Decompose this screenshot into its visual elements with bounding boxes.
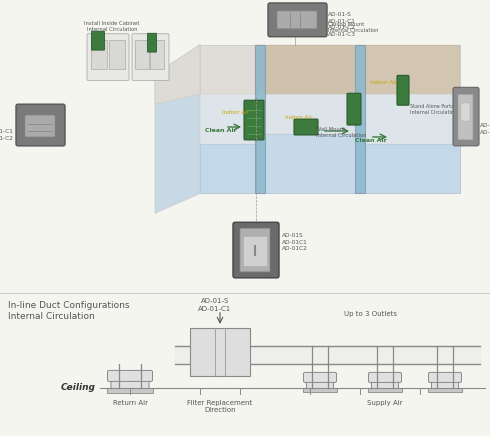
Text: AD-01-S
AD-01-C1: AD-01-S AD-01-C1 [198, 298, 232, 312]
Bar [109, 40, 125, 69]
FancyBboxPatch shape [307, 378, 334, 389]
Text: Ceiling Mount
Internal Circulation: Ceiling Mount Internal Circulation [328, 22, 378, 33]
Text: Up to 3 Outlets: Up to 3 Outlets [343, 311, 396, 317]
Text: Indoor Air: Indoor Air [370, 80, 397, 85]
FancyBboxPatch shape [371, 378, 398, 389]
FancyBboxPatch shape [244, 100, 264, 140]
Text: In-line Duct Configurations: In-line Duct Configurations [8, 301, 129, 310]
FancyBboxPatch shape [347, 93, 361, 125]
FancyBboxPatch shape [428, 372, 462, 382]
FancyBboxPatch shape [303, 372, 337, 382]
FancyBboxPatch shape [458, 94, 473, 140]
Text: Install Inside Cabinet
Internal Circulation: Install Inside Cabinet Internal Circulat… [84, 20, 140, 32]
Polygon shape [200, 44, 460, 94]
Text: Supply Air: Supply Air [367, 400, 403, 406]
FancyBboxPatch shape [268, 3, 327, 37]
FancyBboxPatch shape [432, 378, 459, 389]
Bar [107, 388, 153, 393]
Polygon shape [360, 94, 460, 144]
FancyBboxPatch shape [25, 115, 55, 137]
Polygon shape [155, 44, 200, 104]
Text: Indoor Air: Indoor Air [222, 110, 249, 115]
FancyBboxPatch shape [87, 34, 129, 80]
Text: AD-01-S
AD-01-C1
AD-01-C2
AD-01-C3: AD-01-S AD-01-C1 AD-01-C2 AD-01-C3 [328, 12, 356, 37]
Text: Filter Replacement
Direction: Filter Replacement Direction [187, 400, 253, 413]
FancyBboxPatch shape [132, 34, 169, 80]
Bar [190, 328, 250, 376]
Text: Clean Air: Clean Air [205, 128, 237, 133]
Text: Wall Mount
Internal Circulation: Wall Mount Internal Circulation [316, 127, 367, 138]
Polygon shape [200, 144, 260, 194]
FancyBboxPatch shape [16, 104, 65, 146]
Polygon shape [255, 44, 265, 194]
Text: AD-01S
AD-01C1
AD-01C2: AD-01S AD-01C1 AD-01C2 [282, 233, 308, 252]
FancyBboxPatch shape [453, 87, 479, 146]
Text: AD-01-C1
AD-01-C2: AD-01-C1 AD-01-C2 [0, 129, 14, 141]
Polygon shape [255, 44, 360, 94]
Text: Stand Alone Portable
Internal Circulation: Stand Alone Portable Internal Circulatio… [410, 104, 462, 116]
FancyBboxPatch shape [92, 31, 104, 50]
FancyBboxPatch shape [233, 222, 279, 278]
Text: Internal Circulation: Internal Circulation [8, 312, 95, 321]
Bar [135, 40, 149, 69]
Bar [150, 40, 164, 69]
Bar [428, 388, 462, 392]
FancyBboxPatch shape [397, 75, 409, 105]
Text: AD-01-P1
AD-01-P2: AD-01-P1 AD-01-P2 [480, 123, 490, 135]
Text: Indoor Air: Indoor Air [285, 115, 312, 120]
Polygon shape [200, 94, 260, 144]
Polygon shape [155, 44, 200, 213]
FancyBboxPatch shape [294, 119, 318, 135]
FancyBboxPatch shape [107, 371, 152, 382]
Polygon shape [260, 94, 360, 134]
Bar [243, 236, 267, 266]
FancyBboxPatch shape [147, 33, 156, 52]
Text: Return Air: Return Air [113, 400, 147, 406]
Bar [461, 103, 470, 121]
Polygon shape [360, 44, 460, 94]
Polygon shape [200, 44, 460, 194]
FancyBboxPatch shape [277, 11, 317, 29]
Text: Clean Air: Clean Air [355, 138, 387, 143]
Polygon shape [355, 44, 365, 194]
Bar [303, 388, 337, 392]
Bar [91, 40, 107, 69]
FancyBboxPatch shape [240, 228, 270, 272]
FancyBboxPatch shape [111, 376, 149, 390]
FancyBboxPatch shape [368, 372, 401, 382]
Text: Ceiling: Ceiling [61, 383, 96, 392]
Bar [368, 388, 402, 392]
Polygon shape [360, 144, 460, 194]
Polygon shape [260, 134, 360, 194]
